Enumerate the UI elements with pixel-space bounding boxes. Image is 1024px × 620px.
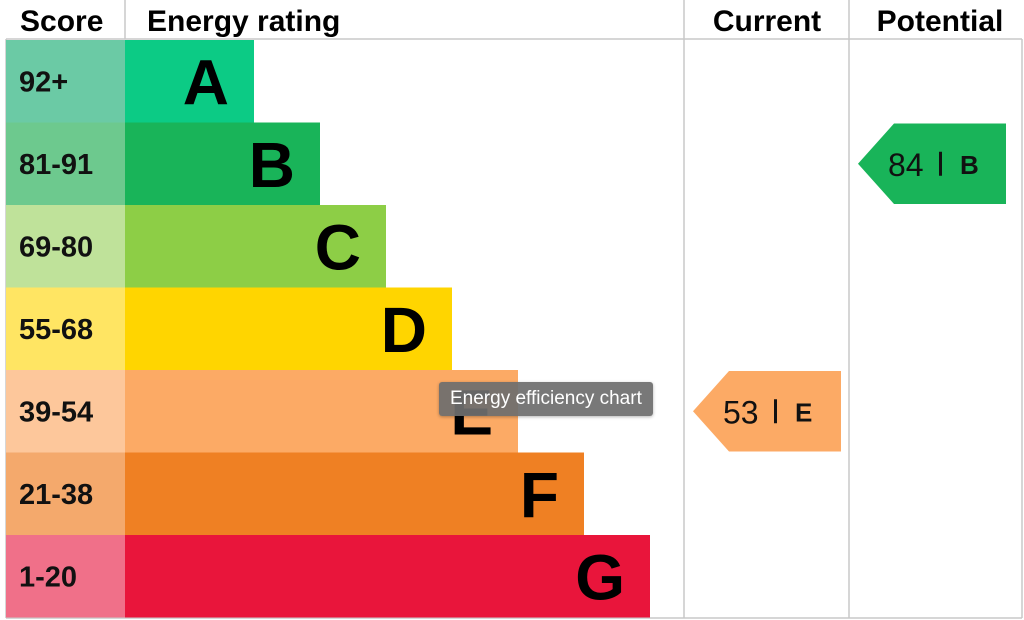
energy-rating-column-header: Energy rating: [147, 5, 340, 38]
band-letter-d: D: [381, 294, 427, 366]
band-row-f: 21-38 F: [6, 452, 584, 535]
potential-column-header: Potential: [877, 5, 1004, 38]
current-column-header: Current: [713, 5, 821, 38]
potential-rating-separator: [939, 151, 942, 176]
score-range-b: 81-91: [19, 149, 93, 181]
score-cell-g: [6, 535, 125, 618]
current-rating-value: 53: [723, 394, 759, 430]
band-row-g: 1-20 G: [6, 535, 650, 618]
band-bar-d: [125, 287, 452, 370]
band-letter-f: F: [520, 459, 559, 531]
band-bar-b: [125, 122, 320, 205]
potential-rating-value: 84: [888, 147, 924, 183]
score-range-g: 1-20: [19, 561, 77, 593]
band-bar-a: [125, 40, 254, 123]
score-range-e: 39-54: [19, 396, 93, 428]
band-row-b: 81-91 B: [6, 122, 320, 205]
score-range-f: 21-38: [19, 479, 93, 511]
score-cell-f: [6, 452, 125, 535]
band-row-a: 92+ A: [6, 40, 254, 123]
potential-rating-letter: B: [960, 150, 979, 180]
rating-indicators: 53 E 84 B: [693, 123, 1006, 452]
score-cell-a: [6, 40, 125, 123]
band-row-c: 69-80 C: [6, 205, 386, 288]
band-bar-g: [125, 535, 650, 618]
score-column-header: Score: [20, 5, 103, 38]
band-letter-a: A: [183, 46, 229, 118]
band-row-d: 55-68 D: [6, 287, 452, 370]
band-letter-b: B: [249, 129, 295, 201]
chart-tooltip: Energy efficiency chart: [439, 382, 653, 416]
band-bar-f: [125, 452, 584, 535]
potential-rating-arrow: [858, 123, 1006, 204]
score-range-d: 55-68: [19, 314, 93, 346]
score-cell-b: [6, 122, 125, 205]
current-rating-separator: [774, 399, 777, 424]
band-bar-c: [125, 205, 386, 288]
potential-rating-indicator: 84 B: [858, 123, 1006, 204]
band-letter-c: C: [315, 211, 361, 283]
score-range-a: 92+: [19, 66, 68, 98]
score-cell-d: [6, 287, 125, 370]
current-rating-arrow: [693, 371, 841, 452]
current-rating-letter: E: [795, 397, 812, 427]
score-cell-e: [6, 370, 125, 453]
current-rating-indicator: 53 E: [693, 371, 841, 452]
score-cell-c: [6, 205, 125, 288]
header-row: Score Energy rating Current Potential: [20, 5, 1003, 38]
band-letter-g: G: [575, 541, 625, 613]
score-range-c: 69-80: [19, 231, 93, 263]
